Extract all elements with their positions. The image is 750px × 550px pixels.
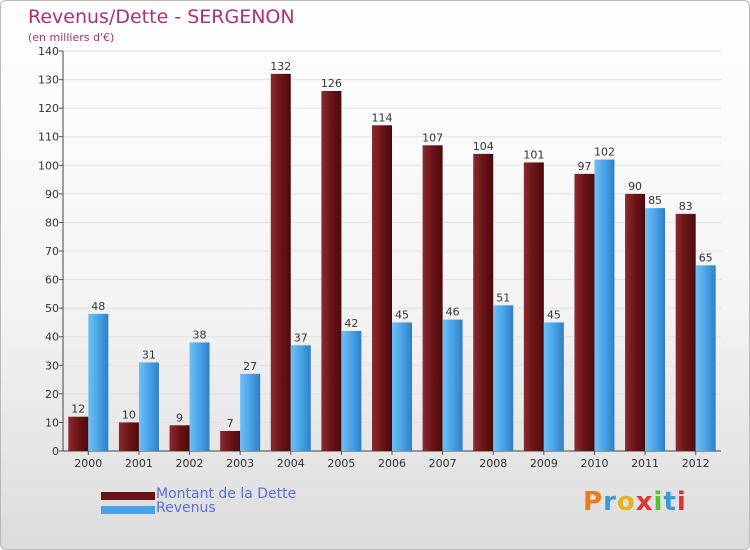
data-label: 9: [176, 411, 183, 424]
logo-letter: x: [635, 487, 654, 517]
y-tick-label: 140: [38, 45, 59, 58]
revenus-bar: [290, 345, 311, 451]
revenus-bar: [695, 265, 716, 451]
y-tick-label: 30: [45, 359, 59, 372]
logo-letter: i: [653, 487, 664, 517]
x-tick-label: 2012: [682, 457, 710, 470]
legend-swatch-revenus: [101, 506, 155, 514]
logo-letter: i: [676, 487, 687, 517]
x-tick-label: 2006: [378, 457, 406, 470]
x-tick-label: 2003: [226, 457, 254, 470]
y-tick-label: 70: [45, 245, 59, 258]
dette-bar: [422, 145, 443, 452]
y-tick-label: 130: [38, 74, 59, 87]
y-tick-label: 20: [45, 388, 59, 401]
dette-bar: [270, 73, 291, 451]
x-tick-label: 2004: [277, 457, 305, 470]
logo-letter: o: [616, 487, 636, 517]
y-tick-label: 90: [45, 188, 59, 201]
data-label: 38: [193, 328, 207, 341]
dette-bar: [321, 91, 342, 451]
revenus-bar: [189, 342, 210, 451]
x-tick-label: 2007: [429, 457, 457, 470]
logo-letter: P: [583, 487, 604, 517]
x-tick-label: 2010: [580, 457, 608, 470]
data-label: 102: [594, 146, 615, 159]
revenus-bar: [138, 362, 159, 451]
y-tick-label: 0: [52, 445, 59, 458]
data-label: 31: [142, 348, 156, 361]
x-tick-label: 2002: [176, 457, 204, 470]
revenus-bar: [493, 305, 514, 451]
data-label: 42: [344, 317, 358, 330]
data-label: 97: [577, 160, 591, 173]
x-tick-label: 2008: [479, 457, 507, 470]
x-tick-label: 2001: [125, 457, 153, 470]
data-label: 85: [648, 194, 662, 207]
revenus-bar: [442, 319, 463, 451]
dette-bar: [118, 422, 139, 451]
dette-bar: [68, 416, 89, 451]
chart-subtitle: (en milliers d'€): [28, 31, 115, 44]
logo-letter: r: [603, 487, 617, 517]
y-tick-label: 40: [45, 331, 59, 344]
data-label: 7: [227, 417, 234, 430]
proxiti-logo: Proxiti: [583, 487, 687, 517]
x-tick-label: 2000: [74, 457, 102, 470]
legend-swatch-dette: [101, 492, 155, 500]
revenus-bar: [88, 313, 109, 451]
revenus-bar: [341, 331, 362, 451]
data-label: 51: [496, 291, 510, 304]
revenus-bar: [392, 322, 412, 451]
legend-label-revenus: Revenus: [156, 500, 216, 516]
data-label: 107: [422, 131, 443, 144]
data-label: 37: [294, 331, 308, 344]
dette-bar: [574, 173, 595, 451]
dette-bar: [473, 153, 494, 451]
y-tick-label: 110: [38, 131, 59, 144]
data-label: 48: [91, 300, 105, 313]
revenus-bar: [240, 373, 261, 451]
x-tick-label: 2005: [327, 457, 355, 470]
legend-label-dette: Montant de la Dette: [156, 486, 297, 502]
data-label: 45: [395, 308, 409, 321]
y-tick-label: 120: [38, 102, 59, 115]
data-label: 104: [473, 140, 494, 153]
y-tick-label: 50: [45, 302, 59, 315]
data-label: 126: [321, 77, 342, 90]
x-tick-label: 2011: [631, 457, 659, 470]
y-tick-label: 10: [45, 416, 59, 429]
revenus-bar: [594, 159, 615, 452]
data-label: 45: [547, 308, 561, 321]
data-label: 46: [446, 306, 460, 319]
logo-letter: t: [663, 487, 677, 517]
data-label: 27: [243, 360, 257, 373]
bar-layer: [68, 73, 716, 452]
data-label: 12: [71, 403, 85, 416]
dette-bar: [220, 431, 241, 451]
data-label: 10: [122, 408, 136, 421]
data-label: 83: [679, 200, 693, 213]
y-tick-label: 80: [45, 216, 59, 229]
data-label: 65: [699, 251, 713, 264]
data-label: 90: [628, 180, 642, 193]
revenus-bar: [645, 208, 666, 451]
data-label: 101: [523, 148, 544, 161]
x-tick-label: 2009: [530, 457, 558, 470]
data-label: 132: [270, 60, 291, 73]
data-label: 114: [372, 111, 393, 124]
y-tick-label: 60: [45, 274, 59, 287]
dette-bar: [523, 162, 544, 451]
dette-bar: [169, 425, 190, 451]
revenus-bar: [543, 322, 564, 451]
label-layer: 0 10 20 30 40 50 60 70 80 90 100 110 120 130 140 2000 12…: [38, 45, 713, 470]
dette-bar: [675, 213, 696, 451]
dette-bar: [625, 193, 646, 451]
y-tick-label: 100: [38, 159, 59, 172]
chart-title: Revenus/Dette - SERGENON: [28, 6, 295, 28]
dette-bar: [372, 125, 392, 452]
